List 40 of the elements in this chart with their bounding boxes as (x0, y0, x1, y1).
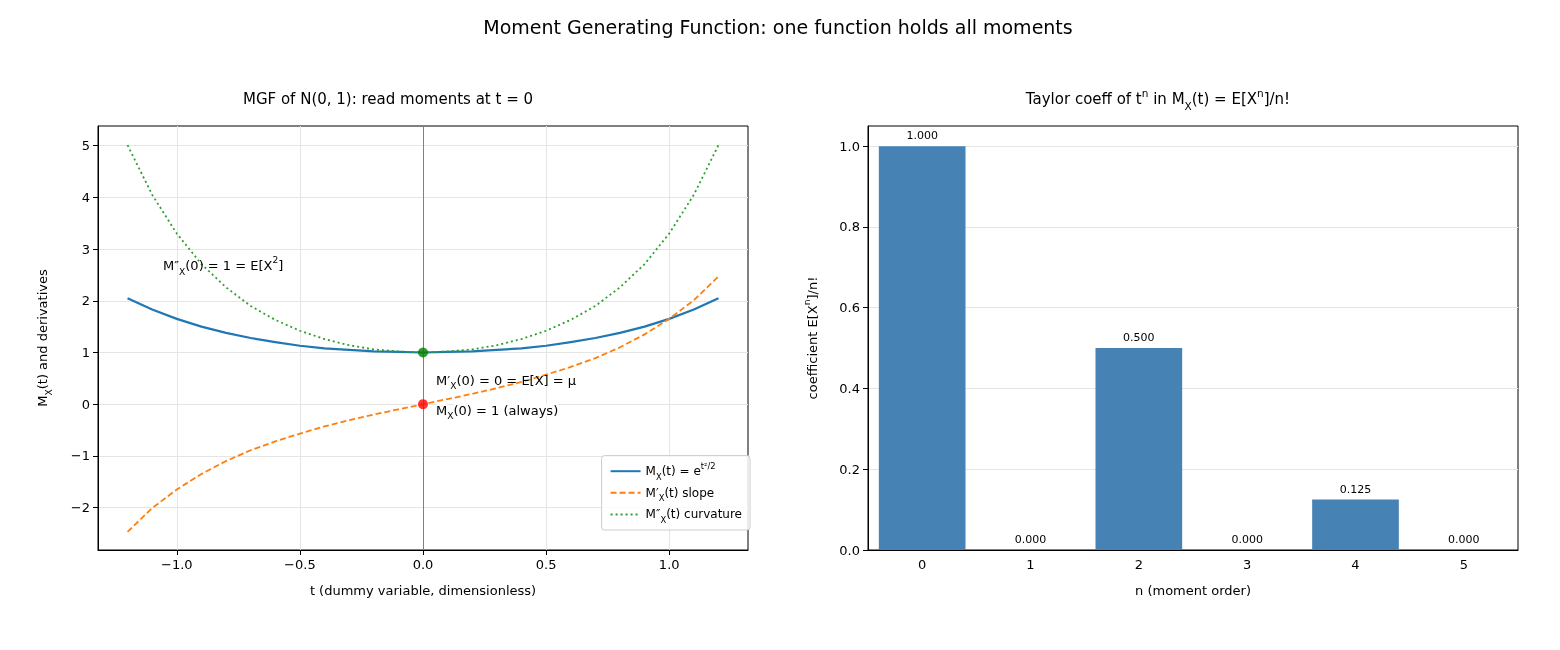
data-label: 1.000 (906, 129, 938, 143)
y-tick-label: 1 (81, 344, 90, 360)
y-tick-label: −1 (70, 448, 90, 464)
y-tick-label: 4 (81, 189, 90, 205)
y-tick-label: 0.0 (839, 542, 860, 558)
x-tick-label: −0.5 (284, 557, 316, 572)
x-tick-label: 1 (1026, 557, 1035, 572)
x-tick-label: 1.0 (658, 557, 680, 572)
data-label: 0.125 (1339, 482, 1372, 496)
bar (878, 146, 966, 550)
y-tick-label: 3 (81, 241, 90, 257)
x-tick-label: 4 (1351, 557, 1360, 572)
x-axis-title: t (dummy variable, dimensionless) (309, 582, 537, 598)
y-tick-label: 0.8 (839, 219, 860, 235)
data-label: 0.000 (1231, 533, 1263, 546)
x-tick-label: 0 (918, 557, 927, 572)
y-tick-label: 2 (81, 293, 90, 309)
data-label: 0.000 (1014, 533, 1047, 546)
text: Moment Generating Function: one function holds all moments (483, 16, 1073, 38)
bar (1312, 499, 1399, 550)
x-axis-title: n (moment order) (1135, 582, 1251, 598)
y-tick-label: 0.2 (839, 461, 860, 477)
y-tick-label: 0.4 (839, 380, 860, 396)
x-tick-label: 0.0 (412, 557, 434, 572)
x-tick-label: 3 (1243, 557, 1252, 572)
y-tick-label: −2 (70, 500, 90, 516)
y-tick-label: 5 (81, 138, 90, 154)
y-tick-label: 0.6 (839, 300, 860, 316)
y-axis-title: coefficient E[Xn]/n! (801, 276, 821, 400)
y-axis-title: MX(t) and derivatives (35, 269, 54, 407)
y-tick-label: 0 (81, 396, 90, 412)
bar (1095, 348, 1183, 550)
x-tick-label: 2 (1134, 557, 1143, 572)
data-label: 0.000 (1448, 533, 1480, 546)
y-tick-label: 1.0 (839, 138, 860, 154)
x-tick-label: −1.0 (161, 557, 193, 572)
chart-title: MGF of N(0, 1): read moments at t = 0 (242, 90, 534, 108)
data-label: 0.500 (1123, 331, 1155, 345)
x-tick-label: 0.5 (535, 557, 557, 572)
x-tick-label: 5 (1459, 557, 1468, 572)
